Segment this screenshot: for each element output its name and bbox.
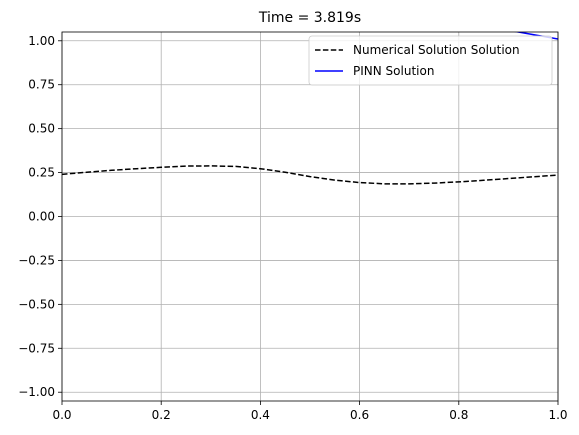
x-tick-label: 1.0: [548, 408, 567, 422]
x-tick-label: 0.0: [52, 408, 71, 422]
y-tick-label: 0.00: [28, 210, 55, 224]
y-tick-label: 0.50: [28, 122, 55, 136]
x-tick-label: 0.8: [449, 408, 468, 422]
x-tick-label: 0.6: [350, 408, 369, 422]
y-tick-label: −1.00: [18, 385, 55, 399]
y-tick-label: 0.25: [28, 166, 55, 180]
y-tick-label: −0.50: [18, 297, 55, 311]
x-tick-label: 0.2: [152, 408, 171, 422]
y-tick-label: −0.75: [18, 341, 55, 355]
y-tick-label: −0.25: [18, 253, 55, 267]
y-tick-label: 0.75: [28, 78, 55, 92]
x-tick-label: 0.4: [251, 408, 270, 422]
series-line-0: [62, 165, 558, 185]
legend-label-1: PINN Solution: [353, 64, 434, 78]
chart-title: Time = 3.819s: [258, 10, 361, 26]
legend-label-0: Numerical Solution Solution: [353, 43, 520, 57]
legend: Numerical Solution Solution PINN Solution: [308, 35, 553, 86]
legend-box: [308, 35, 553, 86]
y-tick-label: 1.00: [28, 34, 55, 48]
axis-ticks: 0.0 0.2 0.4 0.6 0.8 1.0 −1.00 −0.75 −0.50 −0.25 0.…: [18, 34, 567, 422]
